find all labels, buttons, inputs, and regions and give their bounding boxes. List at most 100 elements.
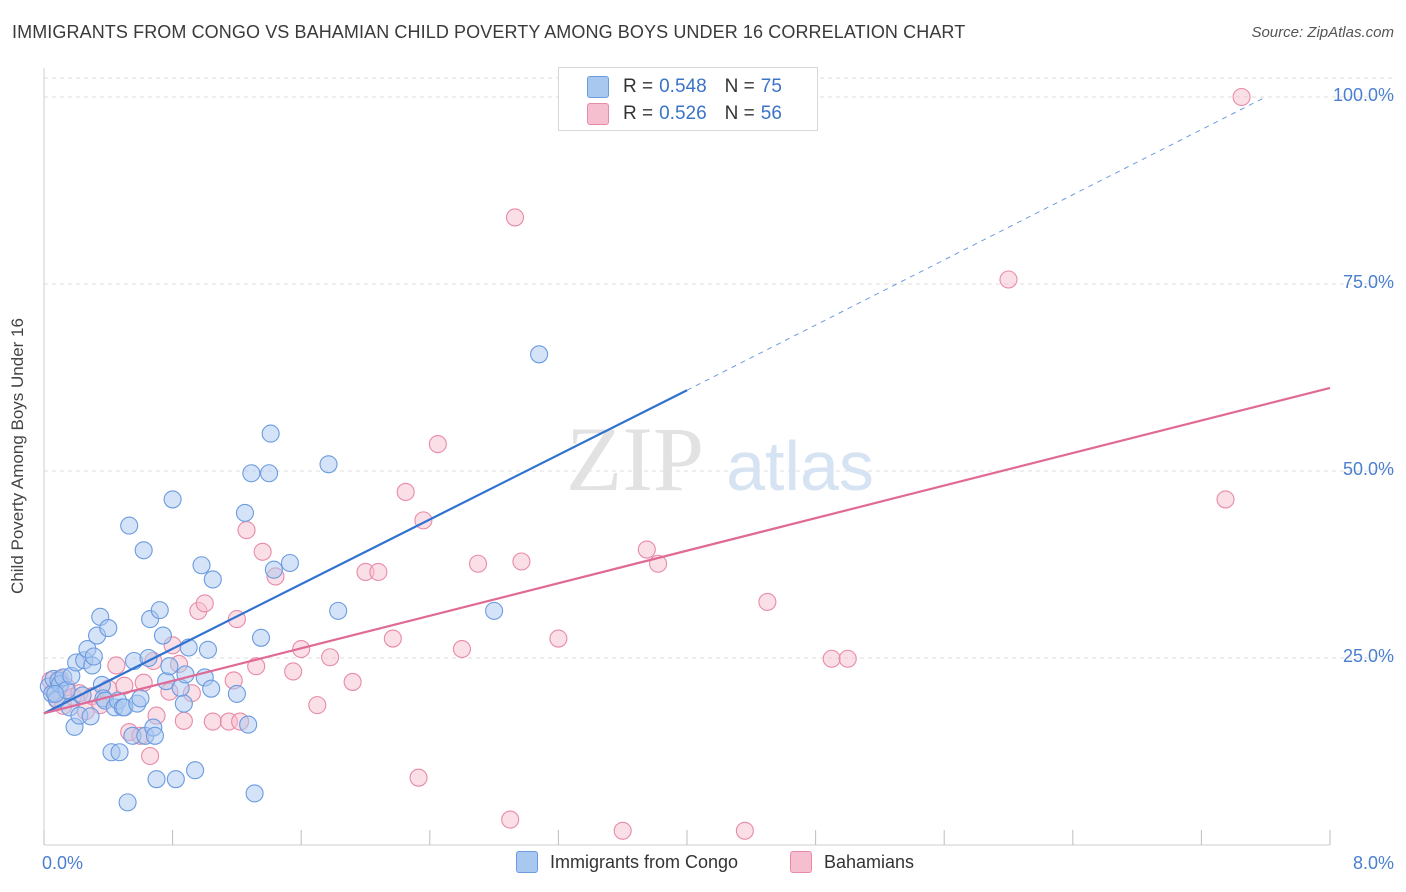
legend-label-congo: Immigrants from Congo: [550, 851, 739, 872]
legend-item-bahamians[interactable]: Bahamians: [790, 851, 914, 873]
data-point-congo: [259, 464, 279, 483]
axes: [43, 68, 1331, 846]
data-point-congo: [198, 640, 218, 659]
data-point-bahamians: [838, 649, 857, 668]
n-value: 75: [760, 76, 782, 97]
data-point-congo: [186, 761, 205, 780]
data-point-congo: [239, 715, 258, 734]
stats-legend: R = 0.548 N = 75 R = 0.526 N = 56: [558, 67, 818, 131]
data-point-congo: [261, 424, 280, 443]
n-label: N =: [724, 103, 755, 124]
data-point-bahamians: [321, 648, 340, 667]
data-point-bahamians: [735, 821, 754, 840]
data-point-bahamians: [396, 482, 415, 501]
data-point-bahamians: [613, 821, 632, 840]
data-point-congo: [46, 684, 65, 703]
data-point-bahamians: [549, 629, 568, 648]
data-point-bahamians: [115, 676, 134, 695]
data-point-congo: [118, 793, 137, 812]
data-point-congo: [163, 490, 182, 509]
data-point-bahamians: [999, 270, 1018, 289]
data-point-bahamians: [383, 629, 402, 648]
data-point-congo: [203, 570, 222, 589]
data-point-congo: [166, 770, 185, 789]
data-point-bahamians: [141, 746, 160, 766]
data-point-bahamians: [1232, 87, 1251, 107]
data-point-congo: [264, 560, 283, 579]
trend-lines: [43, 96, 1331, 715]
data-point-congo: [160, 657, 179, 676]
data-point-congo: [110, 743, 129, 762]
n-value: 56: [760, 103, 782, 124]
data-point-congo: [251, 628, 271, 647]
data-point-congo: [530, 345, 549, 364]
grid-lines: [44, 77, 1392, 659]
data-point-bahamians: [822, 649, 841, 668]
trend-line-congo-extension: [686, 96, 1266, 391]
chart-title: IMMIGRANTS FROM CONGO VS BAHAMIAN CHILD …: [12, 22, 966, 42]
source-note: Source: ZipAtlas.com: [1251, 24, 1394, 41]
data-point-congo: [131, 689, 150, 708]
data-point-congo: [134, 541, 153, 560]
data-point-bahamians: [107, 656, 126, 675]
data-point-bahamians: [428, 435, 447, 454]
data-point-bahamians: [195, 594, 214, 613]
data-point-congo: [235, 503, 254, 522]
data-point-congo: [329, 601, 348, 620]
data-point-bahamians: [452, 639, 472, 659]
data-point-congo: [145, 726, 164, 745]
data-point-congo: [120, 516, 139, 535]
stats-row-congo: R = 0.548 N = 75: [587, 75, 800, 99]
data-point-congo: [81, 707, 100, 726]
data-point-bahamians: [758, 592, 777, 611]
data-point-bahamians: [468, 554, 488, 573]
y-tick-label: 100.0%: [1332, 85, 1394, 105]
y-tick-label: 25.0%: [1342, 646, 1394, 666]
watermark-atlas: atlas: [726, 427, 874, 505]
data-point-congo: [192, 556, 211, 575]
data-point-bahamians: [505, 208, 525, 227]
x-tick-min: 0.0%: [42, 853, 84, 873]
data-point-bahamians: [343, 672, 362, 691]
data-point-congo: [227, 684, 246, 703]
legend-swatch-bahamians: [587, 103, 609, 125]
data-point-bahamians: [203, 712, 222, 731]
data-point-congo: [153, 626, 173, 645]
data-point-congo: [319, 455, 338, 474]
r-value: 0.526: [659, 103, 707, 124]
data-point-congo: [245, 784, 264, 803]
legend-item-congo[interactable]: Immigrants from Congo: [516, 851, 738, 873]
r-value: 0.548: [659, 76, 707, 97]
data-point-bahamians: [237, 521, 256, 540]
trend-line-bahamians: [43, 386, 1331, 715]
data-point-bahamians: [174, 711, 193, 730]
series-legend: Immigrants from Congo Bahamians: [0, 851, 1406, 877]
data-point-bahamians: [369, 562, 388, 582]
legend-label-bahamians: Bahamians: [824, 851, 915, 872]
data-point-congo: [99, 619, 118, 638]
stats-row-bahamians: R = 0.526 N = 56: [587, 102, 800, 126]
data-point-bahamians: [501, 810, 520, 829]
legend-swatch-congo: [587, 76, 609, 98]
data-point-bahamians: [1216, 490, 1235, 509]
data-point-congo: [176, 665, 195, 684]
x-tick-max: 8.0%: [1352, 853, 1394, 873]
data-point-bahamians: [637, 540, 656, 559]
data-point-congo: [147, 770, 166, 789]
data-point-congo: [242, 464, 261, 483]
data-point-bahamians: [284, 662, 303, 681]
n-label: N =: [724, 76, 755, 97]
data-point-congo: [485, 601, 504, 620]
r-label: R =: [623, 103, 654, 124]
data-point-bahamians: [512, 552, 531, 571]
legend-swatch-congo: [516, 851, 538, 873]
data-point-congo: [174, 694, 193, 713]
data-point-bahamians: [308, 696, 327, 715]
data-point-congo: [202, 679, 221, 698]
data-point-bahamians: [247, 657, 266, 676]
r-label: R =: [623, 76, 654, 97]
series-congo: [39, 345, 549, 812]
legend-swatch-bahamians: [790, 851, 812, 873]
data-point-congo: [84, 647, 103, 666]
